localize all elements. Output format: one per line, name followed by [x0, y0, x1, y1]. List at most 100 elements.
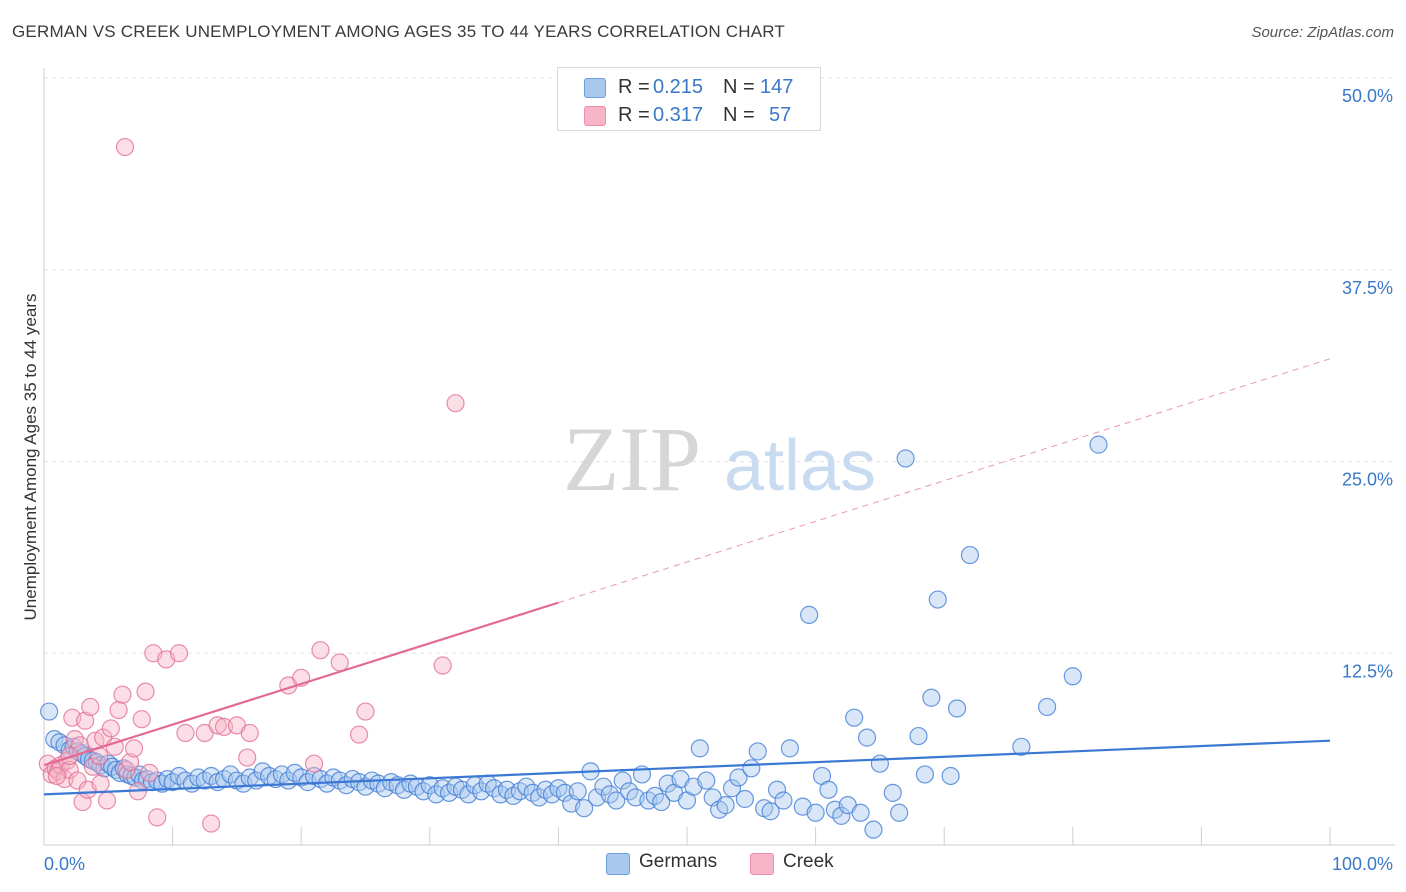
- creek-point: [240, 723, 259, 743]
- legend-label-germans: Germans: [639, 851, 718, 872]
- creek-point: [349, 725, 369, 744]
- germans-point: [716, 796, 735, 815]
- y-axis-label: Unemployment Among Ages 35 to 44 years: [21, 294, 40, 621]
- germans-point: [575, 799, 594, 818]
- stats-row-germans: R = 0.215 N = 147: [558, 74, 820, 102]
- creek-point: [330, 653, 349, 672]
- creek-point: [97, 791, 117, 810]
- germans-point: [613, 771, 632, 790]
- r-value: 0.215: [653, 76, 704, 98]
- n-value: 147: [760, 76, 794, 98]
- x-tick-label: 100.0%: [1332, 854, 1393, 874]
- germans-point: [652, 792, 671, 812]
- germans-point: [922, 688, 941, 707]
- y-tick-label: 37.5%: [1342, 278, 1393, 298]
- germans-point: [45, 730, 64, 749]
- germans-point: [806, 803, 825, 822]
- creek-point: [169, 644, 189, 663]
- germans-point: [774, 791, 793, 810]
- creek-point: [140, 763, 159, 783]
- creek-trend-line: [43, 601, 559, 767]
- n-label: N =: [723, 104, 755, 126]
- germans-trend-line: [43, 739, 1331, 796]
- stats-swatch-germans: [584, 78, 606, 98]
- stats-swatch-creek: [584, 106, 606, 126]
- germans-point: [748, 742, 767, 761]
- germans-point: [864, 820, 883, 839]
- creek-point: [113, 685, 132, 704]
- r-value: 0.317: [653, 104, 704, 126]
- source-label: Source: ZipAtlas.com: [1251, 24, 1394, 41]
- n-value: 57: [769, 104, 792, 126]
- germans-point: [735, 789, 754, 809]
- watermark-zip: ZIP: [563, 408, 701, 510]
- germans-point: [607, 791, 626, 810]
- creek-point: [121, 753, 140, 772]
- creek-point: [76, 711, 95, 730]
- germans-point: [40, 702, 59, 721]
- creek-point: [83, 757, 102, 776]
- germans-point: [870, 754, 890, 773]
- germans-point: [947, 699, 967, 718]
- creek-point: [446, 394, 465, 413]
- germans-point: [1037, 697, 1057, 717]
- germans-point: [50, 733, 69, 752]
- creek-point: [132, 710, 151, 729]
- grid-lines: [44, 77, 1395, 654]
- watermark-atlas: atlas: [724, 426, 876, 506]
- watermark: ZIP atlas: [563, 408, 876, 510]
- germans-point: [915, 765, 935, 784]
- germans-point: [158, 769, 177, 789]
- germans-point: [690, 739, 709, 758]
- legend-swatch-germans: [606, 853, 630, 875]
- creek-point: [238, 748, 257, 767]
- germans-point: [285, 763, 304, 783]
- creek-point: [109, 700, 128, 720]
- creek-point: [91, 774, 110, 793]
- germans-point: [896, 449, 915, 468]
- trend-lines: [43, 358, 1331, 796]
- germans-point: [568, 782, 587, 801]
- legend-label-creek: Creek: [783, 851, 834, 872]
- germans-point: [851, 803, 870, 822]
- creek-trend-extension: [558, 358, 1331, 604]
- germans-point: [504, 786, 523, 806]
- germans-point: [845, 708, 864, 727]
- germans-point: [761, 802, 780, 821]
- creek-point: [115, 137, 135, 157]
- creek-point: [148, 808, 167, 827]
- stats-row-creek: R = 0.317 N = 57: [558, 102, 820, 130]
- series-creek-points: [38, 137, 465, 833]
- germans-point: [780, 739, 799, 758]
- creek-point: [81, 697, 100, 717]
- germans-point: [928, 590, 947, 609]
- creek-point: [47, 766, 66, 786]
- correlation-stats-box: R = 0.215 N = 147 R = 0.317 N = 57: [557, 67, 821, 131]
- tick-labels: 12.5% 25.0% 37.5% 50.0% 0.0% 100.0%: [44, 86, 1393, 874]
- germans-point: [819, 780, 838, 799]
- y-tick-label: 25.0%: [1342, 470, 1393, 490]
- r-label: R =: [618, 76, 650, 98]
- series-germans-points: [40, 435, 1108, 839]
- germans-point: [722, 779, 742, 798]
- germans-point: [1089, 435, 1108, 454]
- chart-title: GERMAN VS CREEK UNEMPLOYMENT AMONG AGES …: [12, 22, 785, 41]
- germans-point: [890, 803, 909, 822]
- x-tick-label: 0.0%: [44, 854, 85, 874]
- germans-point: [767, 780, 787, 799]
- germans-point: [800, 605, 819, 625]
- creek-point: [202, 814, 221, 833]
- germans-point: [710, 800, 729, 819]
- germans-point: [883, 783, 902, 802]
- germans-point: [960, 545, 980, 565]
- creek-point: [136, 682, 155, 701]
- creek-point: [176, 723, 195, 743]
- germans-point: [941, 766, 960, 786]
- creek-point: [101, 719, 120, 738]
- germans-point: [857, 728, 877, 747]
- creek-point: [124, 739, 144, 758]
- creek-point: [311, 641, 330, 660]
- r-label: R =: [618, 104, 650, 126]
- y-tick-label: 50.0%: [1342, 86, 1393, 106]
